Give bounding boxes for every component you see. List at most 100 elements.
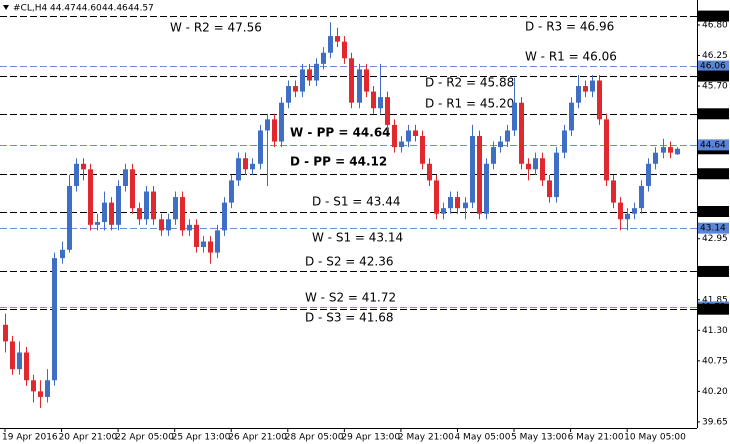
x-tick-label: 28 Apr 05:00 <box>285 433 344 443</box>
candle-body <box>3 324 8 342</box>
x-tick-label: 2 May 21:00 <box>398 433 454 443</box>
level-axis-box <box>698 10 729 22</box>
candle-body <box>215 230 220 253</box>
candle-body <box>413 130 418 137</box>
candle-body <box>258 130 263 164</box>
y-tick-label: 42.95 <box>702 234 728 244</box>
level-axis-label: 43.44 <box>700 207 726 217</box>
candle-body <box>286 86 291 103</box>
candle-body <box>144 191 149 220</box>
candle-body <box>187 224 192 231</box>
candle-body <box>590 80 595 92</box>
candle-body <box>10 341 15 370</box>
level-axis-label: 45.88 <box>700 72 726 82</box>
candle-body <box>123 169 128 186</box>
y-tick-label: 40.20 <box>702 387 728 397</box>
candle-body <box>335 36 340 42</box>
candle-body <box>349 58 354 103</box>
y-tick-label: 40.75 <box>702 356 728 366</box>
candle-body <box>639 185 644 209</box>
x-tick-label: 6 May 21:00 <box>568 433 624 443</box>
level-axis-label: 45.20 <box>700 109 726 119</box>
candle-body <box>17 352 22 370</box>
candle-body <box>484 163 489 214</box>
candle-body <box>265 119 270 131</box>
level-axis-box <box>698 70 729 82</box>
candle-body <box>540 158 545 181</box>
candle-body <box>24 352 29 381</box>
candle-body <box>371 91 376 109</box>
level-label: D - S2 = 42.36 <box>305 255 394 269</box>
y-tick-label: 39.65 <box>702 417 728 427</box>
y-tick-label: 46.80 <box>702 20 728 30</box>
candle-body <box>661 147 666 153</box>
low: 44.46 <box>102 4 128 14</box>
candle-body <box>194 224 199 248</box>
level-label: D - R2 = 45.88 <box>425 76 514 90</box>
candle-body <box>505 130 510 142</box>
candle-body <box>455 197 460 209</box>
candle-body <box>470 136 475 203</box>
candle-body <box>173 197 178 220</box>
level-axis-label: 46.96 <box>700 12 726 22</box>
high: 44.60 <box>76 4 102 14</box>
candle-body <box>632 208 637 214</box>
level-label: W - R2 = 47.56 <box>170 21 262 35</box>
candle-body <box>378 97 383 109</box>
candle-body <box>547 180 552 198</box>
candle-body <box>597 80 602 120</box>
menu-icon <box>3 5 9 10</box>
x-tick-label: 26 Apr 21:00 <box>228 433 287 443</box>
candle-body <box>130 169 135 209</box>
x-tick-label: 25 Apr 13:00 <box>172 433 231 443</box>
close: 44.57 <box>128 4 154 14</box>
symbol: #CL,H4 <box>13 4 47 14</box>
candle-body <box>477 136 482 214</box>
candle-body <box>109 202 114 225</box>
candle-body <box>229 180 234 203</box>
x-tick-label: 22 Apr 05:00 <box>115 433 174 443</box>
candle-body <box>420 136 425 164</box>
candle-body <box>427 163 432 181</box>
level-label: D - S1 = 43.44 <box>312 195 401 209</box>
candle-body <box>441 208 446 214</box>
x-tick-label: 10 May 05:00 <box>624 433 686 443</box>
candle-body <box>625 213 630 220</box>
level-axis-label: 44.12 <box>700 169 726 179</box>
candle-body <box>434 180 439 214</box>
open: 44.47 <box>50 4 76 14</box>
x-tick-label: 4 May 05:00 <box>454 433 510 443</box>
y-tick-label: 41.85 <box>702 295 728 305</box>
x-tick-label: 5 May 13:00 <box>511 433 567 443</box>
candle-body <box>293 86 298 92</box>
candle-body <box>463 202 468 209</box>
candle-body <box>399 141 404 148</box>
y-tick-label: 46.25 <box>702 51 728 61</box>
level-axis-label: 42.36 <box>700 267 726 277</box>
candle-body <box>250 163 255 170</box>
y-tick-label: 45.70 <box>702 82 728 92</box>
candle-body <box>611 180 616 203</box>
candle-body <box>67 185 72 250</box>
candle-body <box>166 219 171 231</box>
candle-body <box>675 148 680 155</box>
x-tick-label: 29 Apr 13:00 <box>341 433 400 443</box>
level-axis-box <box>698 168 729 180</box>
level-label: W - S1 = 43.14 <box>312 231 403 245</box>
level-axis-label: 43.14 <box>700 224 726 234</box>
candle-body <box>512 102 517 131</box>
x-tick-label: 20 Apr 21:00 <box>59 433 118 443</box>
candle-body <box>307 69 312 81</box>
candle-body <box>52 258 57 381</box>
level-label: D - S3 = 41.68 <box>305 311 394 325</box>
candle-body <box>272 119 277 142</box>
candle-body <box>392 124 397 148</box>
candle-body <box>385 97 390 125</box>
level-axis-box <box>698 108 729 120</box>
header: #CL,H4 44.47 44.60 44.46 44.57 <box>13 4 154 14</box>
candle-body <box>300 69 305 92</box>
level-label: W - S2 = 41.72 <box>305 291 396 305</box>
candle-body <box>38 391 43 397</box>
candle-body <box>159 219 164 231</box>
